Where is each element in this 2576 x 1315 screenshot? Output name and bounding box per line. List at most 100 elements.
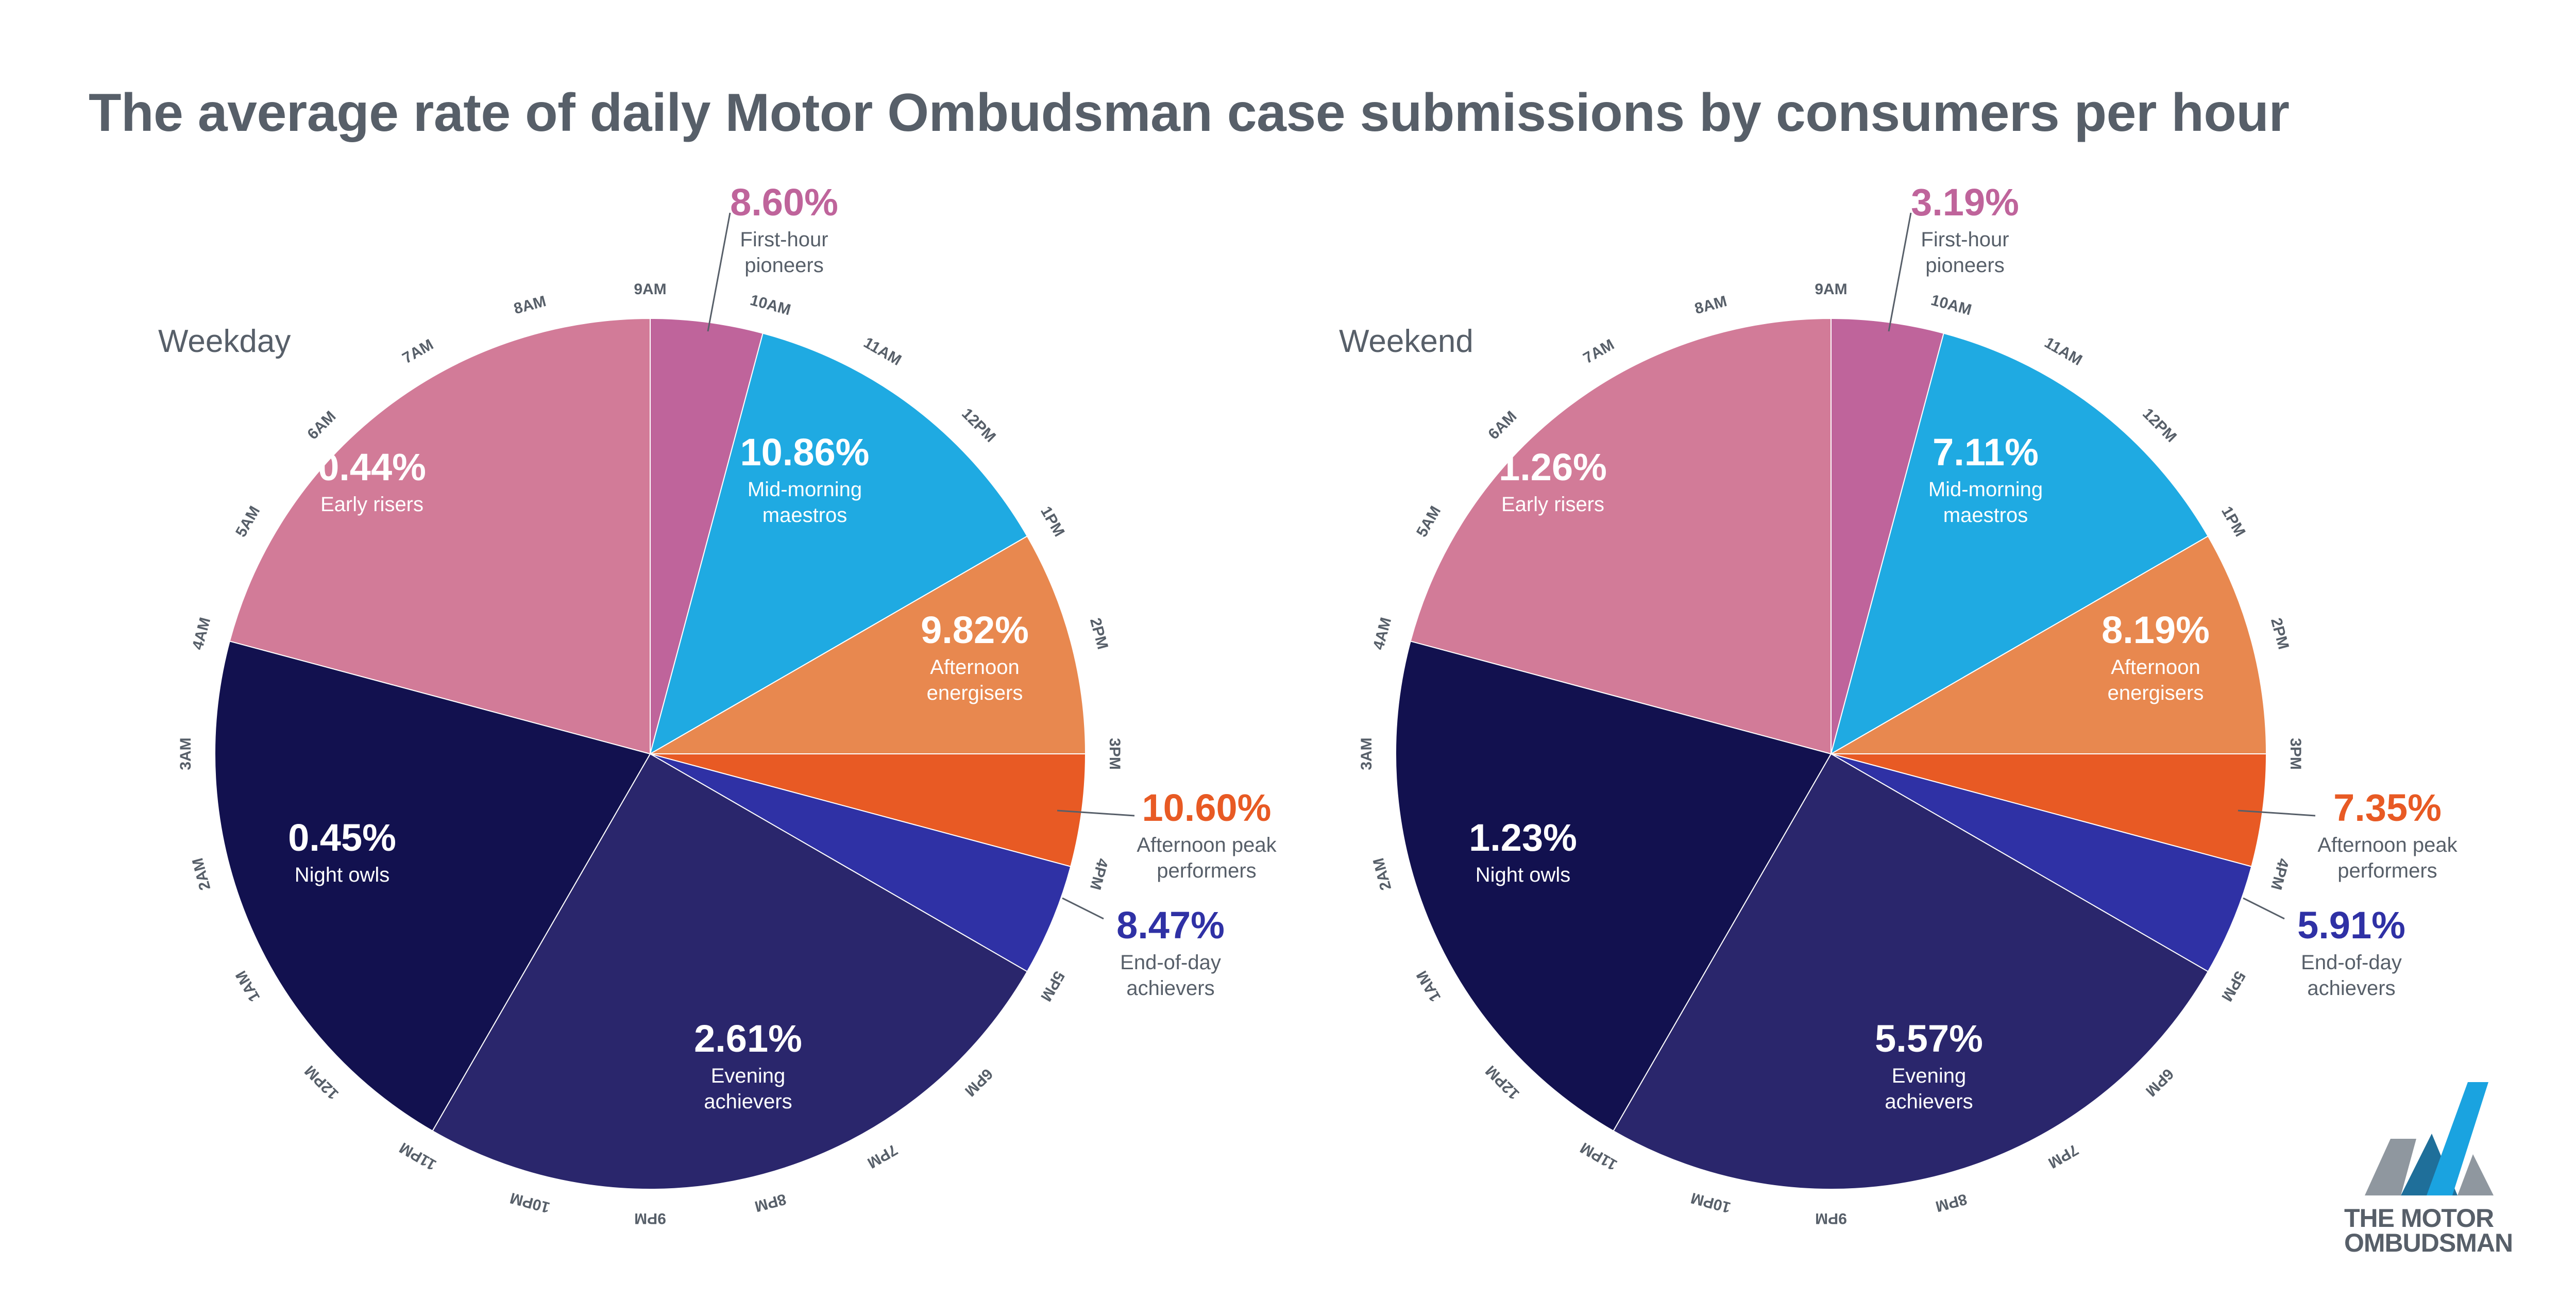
hour-tick-label: 9AM (634, 281, 666, 298)
hour-tick-label: 6AM (304, 408, 339, 443)
pie-slice (1831, 753, 2252, 972)
callout-leader (2243, 897, 2285, 920)
slice-category-label: pioneers (744, 254, 823, 277)
slice-category-label: End-of-day (1120, 951, 1221, 974)
slice-category-label: Afternoon peak (2317, 834, 2458, 856)
chart-title: The average rate of daily Motor Ombudsma… (89, 83, 2290, 143)
slice-value-label: 10.60% (1142, 786, 1272, 829)
pie-chart-weekday: Weekday 9AM 10AM 11AM 12PM 1PM 2PM 3PM 4PM 5PM 6PM… (158, 181, 1277, 1227)
pie-chart-weekend: Weekend 9AM 10AM 11AM 12PM 1PM 2PM 3PM 4PM 5PM 6PM… (1339, 181, 2458, 1227)
hour-tick-label: 5AM (1413, 503, 1444, 540)
logo-right-base (2458, 1154, 2494, 1195)
slice-value-label: 0.44% (318, 446, 426, 488)
hour-tick-label: 4AM (189, 616, 214, 652)
hour-tick-label: 1AM (1413, 968, 1444, 1004)
hour-tick-label: 2PM (1087, 616, 1111, 651)
slice-category-label: achievers (1885, 1090, 1973, 1113)
hour-tick-label: 3AM (177, 737, 194, 770)
slice-value-label: 7.35% (2333, 786, 2442, 829)
hour-tick-label: 7AM (1581, 336, 1617, 367)
slice-value-label: 5.57% (1875, 1017, 1983, 1060)
hour-tick-label: 12PM (301, 1062, 342, 1103)
slice-value-label: 8.60% (730, 181, 838, 224)
hour-tick-label: 9PM (1815, 1210, 1847, 1227)
hour-tick-label: 6AM (1485, 408, 1520, 443)
pie-slice (650, 753, 1087, 867)
slice-category-label: Early risers (320, 493, 423, 516)
pie-slice (1395, 640, 1832, 1132)
slice-value-label: 9.82% (921, 609, 1029, 651)
hour-tick-label: 7PM (865, 1141, 901, 1171)
slice-value-label: 3.19% (1911, 181, 2019, 224)
slice-category-label: performers (2337, 859, 2437, 882)
hour-tick-label: 3PM (1106, 738, 1123, 770)
pie-slice (229, 317, 651, 755)
hour-tick-label: 4AM (1370, 616, 1395, 652)
hour-tick-label: 5AM (232, 503, 263, 540)
slice-category-label: Night owls (1476, 864, 1571, 886)
slice-value-label: 8.19% (2102, 609, 2210, 651)
pie-slice (1613, 753, 2209, 1190)
slice-category-label: End-of-day (2301, 951, 2402, 974)
slice-value-label: 8.47% (1116, 904, 1225, 947)
pie-slice (650, 317, 764, 754)
slice-value-label: 10.86% (740, 431, 870, 474)
slice-category-label: Afternoon (2111, 656, 2200, 679)
slice-category-label: achievers (1126, 977, 1214, 1000)
logo-right-stroke (2427, 1082, 2488, 1195)
hour-tick-label: 1PM (1037, 503, 1067, 540)
callout-leader (2238, 810, 2316, 817)
hour-tick-label: 12PM (1482, 1062, 1523, 1103)
slice-category-label: Mid-morning (748, 478, 862, 501)
pie-subtitle: Weekday (158, 324, 291, 359)
hour-tick-label: 9PM (634, 1210, 666, 1227)
slice-category-label: Afternoon peak (1137, 834, 1277, 856)
pie-slice (1831, 753, 2267, 867)
hour-tick-label: 10PM (1689, 1189, 1733, 1216)
slice-category-label: energisers (2108, 682, 2204, 704)
slice-category-label: First-hour (740, 228, 828, 251)
hour-tick-label: 1PM (2218, 503, 2248, 540)
logo-mark-icon (2365, 1082, 2494, 1195)
hour-tick-label: 3PM (2287, 738, 2304, 770)
hour-tick-label: 2PM (2267, 616, 2292, 651)
hour-tick-label: 4PM (2267, 856, 2292, 891)
slice-category-label: pioneers (1925, 254, 2004, 277)
hour-tick-label: 7PM (2045, 1141, 2081, 1171)
slice-category-label: Night owls (295, 864, 390, 886)
hour-tick-label: 11PM (397, 1139, 439, 1173)
hour-tick-label: 11AM (861, 334, 904, 369)
slice-category-label: Evening (1892, 1065, 1967, 1087)
slice-value-label: 7.11% (1933, 431, 2039, 474)
slice-category-label: First-hour (1921, 228, 2009, 251)
hour-tick-label: 8AM (512, 293, 548, 317)
hour-tick-label: 2AM (189, 856, 214, 892)
logo-text: THE MOTOR OMBUDSMAN (2344, 1205, 2513, 1256)
hour-tick-label: 6PM (2142, 1065, 2177, 1100)
pie-slice (214, 640, 651, 1132)
slice-category-label: Mid-morning (1928, 478, 2043, 501)
slice-category-label: achievers (2307, 977, 2395, 1000)
pie-slice (1831, 317, 1944, 754)
hour-tick-label: 3AM (1358, 737, 1375, 770)
hour-tick-label: 10AM (748, 292, 792, 319)
slice-value-label: 2.61% (694, 1017, 802, 1060)
callout-leader (1888, 212, 1912, 332)
slice-category-label: Early risers (1501, 493, 1604, 516)
pie-slice (432, 753, 1028, 1190)
slice-category-label: energisers (927, 682, 1023, 704)
pie-slice (650, 753, 1072, 972)
pie-slice (1410, 317, 1832, 755)
hour-tick-label: 8PM (753, 1190, 788, 1215)
hour-tick-label: 4PM (1087, 856, 1111, 891)
hour-tick-label: 12PM (958, 405, 999, 446)
hour-tick-label: 8PM (1934, 1190, 1969, 1215)
slice-category-label: Afternoon (930, 656, 1019, 679)
pie-slice (649, 332, 1028, 755)
hour-tick-label: 2AM (1370, 856, 1395, 892)
hour-tick-label: 5PM (2218, 968, 2248, 1004)
hour-tick-label: 11AM (2042, 334, 2085, 369)
slice-category-label: maestros (1943, 504, 2028, 527)
callout-leader (707, 212, 731, 332)
